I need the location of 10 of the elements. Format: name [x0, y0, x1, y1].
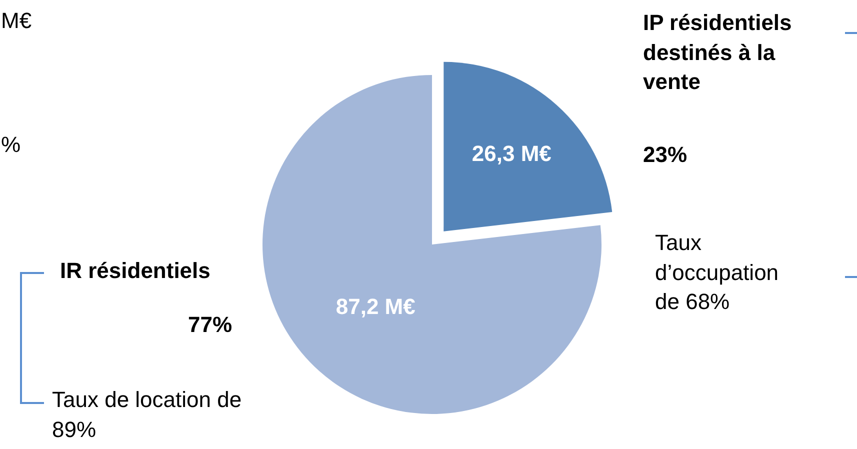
text: Taux de location de 89%: [52, 386, 243, 444]
text: %: [1, 131, 22, 159]
slice-label: IR résidentiels: [60, 257, 212, 285]
text: 23%: [643, 141, 688, 169]
text: M€: [1, 7, 33, 35]
data-label: 87,2 M€: [336, 294, 416, 319]
data-label: 26,3 M€: [472, 141, 552, 166]
text: Taux d’occupation de 68%: [655, 229, 780, 316]
slice-label: IP résidentiels destinés à la vente: [643, 9, 793, 96]
text: 77%: [188, 311, 234, 339]
